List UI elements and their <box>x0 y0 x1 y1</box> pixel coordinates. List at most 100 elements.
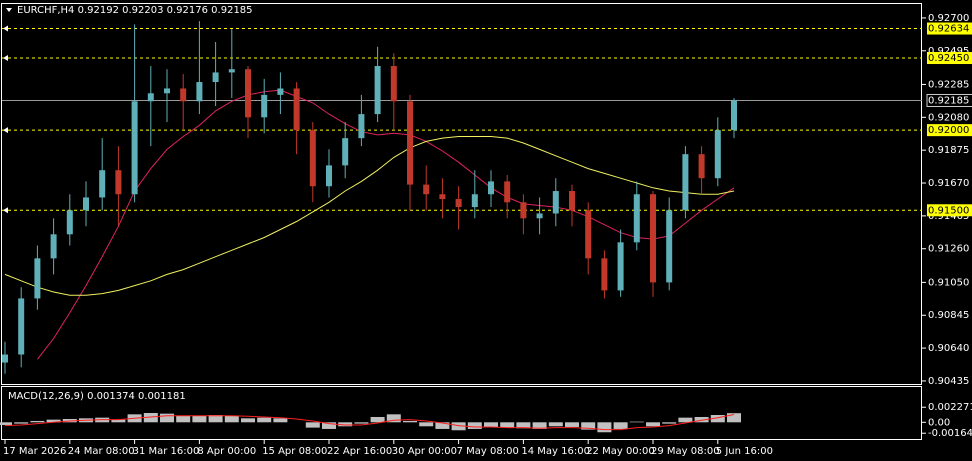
candle-body <box>601 258 608 291</box>
level-label: 0.91500 <box>928 205 969 216</box>
candle-body <box>309 130 316 187</box>
macd-bar <box>46 419 61 423</box>
x-tick-label: 22 Apr 16:00 <box>327 446 392 457</box>
candle-body <box>731 100 737 131</box>
candle-body <box>455 199 462 208</box>
candle-body <box>698 154 705 179</box>
level-arrow <box>3 207 8 214</box>
macd-bar <box>338 422 353 427</box>
y-tick-label: 0.90435 <box>928 376 969 387</box>
macd-bar <box>419 422 434 427</box>
candle-body <box>569 191 575 211</box>
macd-bar <box>532 422 547 429</box>
x-tick-label: 14 May 16:00 <box>521 446 590 457</box>
macd-bar <box>224 415 239 423</box>
macd-bar <box>143 413 158 423</box>
candle-body <box>212 72 219 83</box>
level-label-box <box>927 22 972 35</box>
macd-bar <box>208 414 223 423</box>
candle-body <box>50 234 57 259</box>
x-tick-label: 31 Mar 16:00 <box>133 446 200 457</box>
candle-body <box>390 66 397 102</box>
macd-bar <box>629 421 644 423</box>
macd-bar <box>30 420 45 423</box>
macd-signal <box>4 414 735 431</box>
x-tick-label: 17 Mar 2026 <box>3 446 66 457</box>
macd-bar <box>403 420 417 423</box>
moving-average <box>4 136 735 296</box>
candle-body <box>520 202 527 219</box>
candle-body <box>99 170 106 198</box>
y-tick-label: -0.001644 <box>928 428 972 439</box>
macd-bar <box>565 422 579 427</box>
macd-frame <box>1 386 922 440</box>
macd-bar <box>678 417 693 423</box>
x-tick-label: 24 Mar 08:00 <box>68 446 135 457</box>
y-tick-label: 0.92700 <box>928 13 969 24</box>
macd-bar <box>0 422 12 425</box>
macd-bar <box>694 416 709 423</box>
macd-bar <box>484 422 498 427</box>
level-label-box <box>927 124 972 137</box>
candle-body <box>666 210 673 283</box>
macd-bar <box>370 416 385 423</box>
macd-bar <box>176 415 191 423</box>
x-tick-label: 30 Apr 00:00 <box>392 446 457 457</box>
moving-average <box>37 89 735 360</box>
macd-bar <box>305 422 320 428</box>
macd-bar <box>386 414 401 423</box>
macd-bar <box>160 413 174 423</box>
level-arrow <box>3 55 8 62</box>
candle-body <box>245 69 251 118</box>
macd-bar <box>710 414 725 423</box>
y-tick-label: 0.92495 <box>928 46 969 57</box>
macd-bar <box>613 422 628 429</box>
x-tick-label: 5 Jun 16:00 <box>716 446 773 457</box>
candle-body <box>342 138 349 166</box>
candle-body <box>147 93 154 102</box>
y-tick-label: 0.91260 <box>928 244 969 255</box>
candle-body <box>164 88 170 94</box>
x-tick-label: 15 Apr 08:00 <box>262 446 327 457</box>
last-price-box <box>926 93 972 107</box>
macd-bar <box>322 422 336 429</box>
level-label: 0.92000 <box>928 125 969 136</box>
candle-body <box>358 114 365 139</box>
y-tick-label: 0.92080 <box>928 112 969 123</box>
macd-bar <box>581 422 596 430</box>
candle-body <box>714 130 721 179</box>
x-tick-label: 29 May 08:00 <box>651 446 720 457</box>
menu-arrow[interactable] <box>6 8 12 12</box>
x-tick-label: 8 Apr 00:00 <box>197 446 256 457</box>
macd-title: MACD(12,26,9) 0.001374 0.001181 <box>8 391 186 402</box>
candle-body <box>488 181 494 195</box>
macd-bar <box>516 422 531 429</box>
candle-body <box>633 194 640 243</box>
level-arrow <box>3 127 8 134</box>
macd-bar <box>662 422 677 424</box>
macd-bar <box>451 422 466 431</box>
y-tick-label: 0.00 <box>928 417 950 428</box>
macd-bar <box>548 422 563 427</box>
level-arrow <box>3 25 8 32</box>
macd-bar <box>727 413 741 423</box>
level-label-box <box>927 52 972 65</box>
chart-title: EURCHF,H4 0.92192 0.92203 0.92176 0.9218… <box>17 5 253 16</box>
macd-bar <box>500 422 515 428</box>
level-label: 0.92450 <box>928 53 969 64</box>
candle-body <box>83 197 89 211</box>
candle-body <box>34 258 41 299</box>
candle-body <box>228 69 235 73</box>
macd-bar <box>241 418 255 423</box>
y-tick-label: 0.90845 <box>928 310 969 321</box>
y-tick-label: 0.91875 <box>928 145 969 156</box>
candle-body <box>374 66 381 115</box>
candle-body <box>131 101 138 195</box>
candle-body <box>115 170 122 195</box>
y-tick-label: 0.90640 <box>928 343 969 354</box>
macd-bar <box>435 422 450 429</box>
candle-body <box>552 191 559 214</box>
candle-body <box>180 88 187 102</box>
candle-body <box>261 94 268 118</box>
